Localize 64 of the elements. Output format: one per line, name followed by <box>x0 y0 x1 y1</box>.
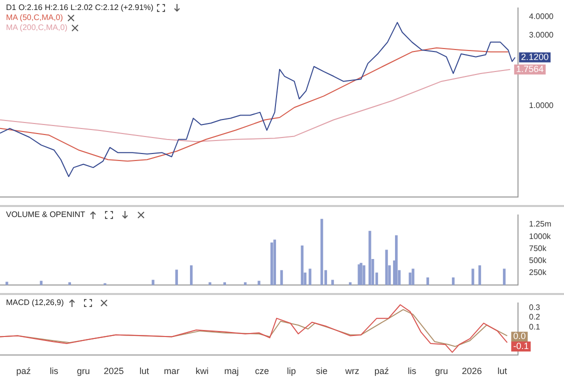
annotation: -0.1 <box>513 340 529 351</box>
bar <box>362 265 366 285</box>
y-tick-label: 3.0000 <box>529 30 554 40</box>
y-tick-label: 500k <box>529 256 548 265</box>
bar <box>244 282 247 285</box>
y-tick-label: 4.0000 <box>529 12 554 21</box>
bar <box>273 240 276 285</box>
x-tick-label: lut <box>498 366 508 376</box>
x-tick-label: wrz <box>344 366 360 376</box>
y-tick-label: 1.0000 <box>529 100 554 110</box>
bar <box>348 282 352 285</box>
x-tick-label: gru <box>434 366 448 376</box>
bar <box>280 270 283 285</box>
bar <box>258 280 260 285</box>
chart-title: VOLUME & OPENINT <box>6 210 86 220</box>
bar <box>208 282 212 285</box>
bar <box>270 242 274 285</box>
bar <box>368 230 372 285</box>
bar <box>478 265 482 285</box>
x-tick-label: lis <box>408 366 417 376</box>
text: MA (50,C,MA,0) <box>6 13 63 23</box>
y-tick-label: 250k <box>529 268 548 278</box>
bar <box>223 282 226 285</box>
y-tick-label: 0.3 <box>529 302 541 312</box>
bar <box>68 282 71 285</box>
x-tick-label: lis <box>50 366 59 376</box>
x-tick-label: maj <box>224 366 239 376</box>
bar <box>426 277 430 285</box>
bar <box>190 265 193 285</box>
x-tick-label: kwi <box>196 366 209 376</box>
bar <box>452 277 455 285</box>
x-tick-label: lip <box>286 366 296 376</box>
bar <box>408 272 412 285</box>
text: MA (200,C,MA,0) <box>6 23 68 33</box>
bar <box>320 218 324 285</box>
y-tick-label: 750k <box>529 244 548 253</box>
y-tick-label: 0.1 <box>529 322 541 332</box>
chart-title: D1 O:2.16 H:2.16 L:2.02 C:2.12 (+2.91%) <box>6 3 154 13</box>
bar <box>412 268 414 285</box>
bar <box>331 280 334 285</box>
bar <box>385 250 388 285</box>
x-tick-label: paź <box>374 366 390 376</box>
y-tick-label: 0.2 <box>529 312 541 322</box>
x-tick-label: paź <box>16 366 32 376</box>
x-tick-label: 2026 <box>462 366 482 376</box>
x-tick-label: cze <box>254 366 269 376</box>
bar <box>152 280 154 285</box>
y-tick-label: 1000k <box>529 232 552 241</box>
chart-title: MACD (12,26,9) <box>6 298 64 308</box>
annotation: 1.7564 <box>516 64 544 74</box>
x-tick-label: gru <box>76 366 90 376</box>
bar <box>502 268 506 285</box>
x-tick-label: 2025 <box>104 366 124 376</box>
x-tick-label: sie <box>316 366 328 376</box>
annotation: 2.1200 <box>521 52 549 62</box>
bar <box>472 268 474 285</box>
bar <box>395 235 398 285</box>
bar <box>308 268 312 285</box>
y-tick-label: 1.25m <box>529 220 552 229</box>
x-tick-label: lut <box>139 366 150 376</box>
x-tick-label: mar <box>164 366 180 376</box>
annotation: 0.0 <box>513 331 526 342</box>
bar <box>175 270 178 285</box>
bar <box>300 245 304 285</box>
